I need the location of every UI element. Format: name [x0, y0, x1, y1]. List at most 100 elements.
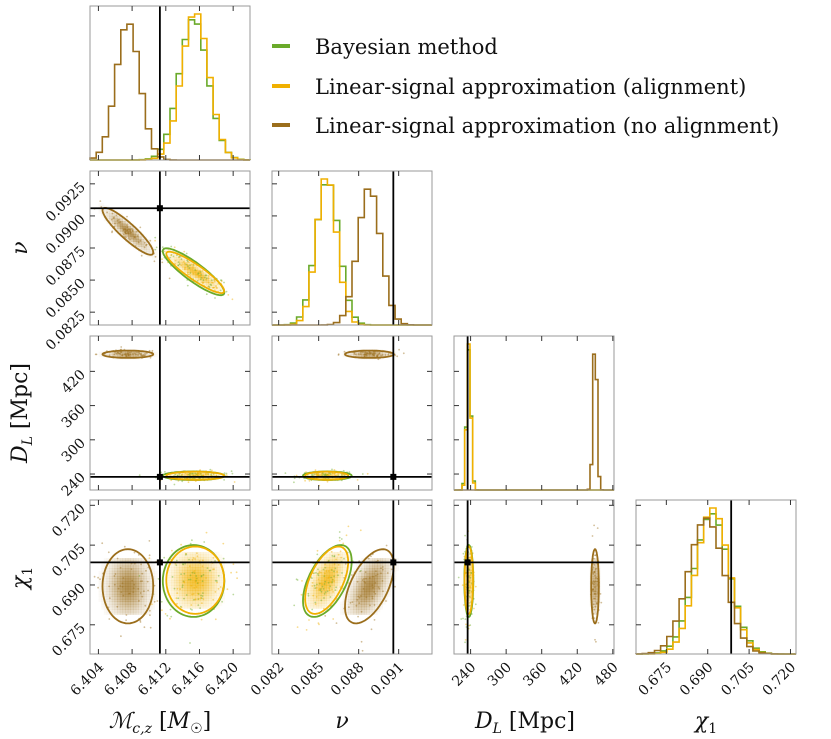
- density-cell-mc-chi: [143, 563, 147, 567]
- density-cell-mc-nu: [197, 277, 201, 281]
- density-cell-mc-dl: [130, 351, 134, 355]
- truth-marker-mc-nu: [156, 205, 163, 212]
- density-cell-mc-chi: [179, 572, 183, 576]
- density-cell-nu-chi: [316, 575, 319, 578]
- scatter-point-dl-chi: [470, 572, 473, 575]
- density-cell-mc-chi: [211, 577, 215, 581]
- scatter-point-nu-chi: [347, 582, 350, 584]
- density-cell-mc-chi: [127, 591, 131, 595]
- density-cell-mc-nu: [176, 262, 180, 265]
- scatter-point-mc-chi: [133, 583, 136, 586]
- scatter-point-mc-dl: [116, 351, 119, 354]
- scatter-point-nu-chi: [316, 549, 319, 552]
- scatter-point-dl-chi: [464, 641, 466, 644]
- scatter-point-dl-chi: [468, 580, 470, 582]
- density-cell-nu-chi: [337, 572, 341, 576]
- legend-label-bayesian: Bayesian method: [315, 35, 498, 59]
- scatter-point-mc-chi: [108, 597, 111, 600]
- density-cell-mc-chi: [151, 573, 155, 577]
- density-cell-mc-chi: [130, 568, 134, 572]
- density-cell-mc-chi: [184, 562, 188, 566]
- density-cell-nu-chi: [356, 601, 359, 605]
- density-cell-mc-chi: [171, 603, 175, 607]
- density-cell-nu-chi: [358, 588, 362, 592]
- density-cell-mc-chi: [141, 586, 145, 590]
- scatter-point-mc-nu: [154, 255, 157, 258]
- density-cell-mc-chi: [143, 586, 147, 590]
- scatter-point-mc-dl: [189, 472, 192, 475]
- scatter-point-nu-chi: [331, 581, 333, 584]
- density-cell-mc-nu: [203, 269, 207, 273]
- density-cell-nu-dl: [358, 351, 362, 355]
- density-cell-mc-nu: [106, 208, 110, 212]
- density-cell-nu-chi: [321, 567, 325, 571]
- scatter-point-mc-nu: [126, 224, 128, 227]
- density-cell-nu-chi: [374, 578, 378, 582]
- scatter-point-dl-chi: [469, 624, 472, 626]
- density-cell-nu-dl: [388, 351, 391, 355]
- density-cell-nu-chi: [358, 593, 362, 597]
- density-cell-nu-dl: [361, 351, 365, 355]
- scatter-point-mc-dl: [140, 352, 143, 355]
- density-cell-mc-chi: [135, 586, 139, 590]
- scatter-point-nu-chi: [328, 589, 331, 592]
- density-cell-nu-chi: [318, 562, 322, 566]
- density-cell-mc-chi: [114, 609, 118, 613]
- scatter-point-mc-chi: [219, 586, 222, 588]
- density-cell-mc-nu: [111, 210, 115, 214]
- density-cell-mc-chi: [135, 558, 139, 561]
- density-cell-nu-chi: [340, 559, 343, 563]
- scatter-point-dl-chi: [464, 618, 467, 621]
- scatter-point-nu-chi: [374, 592, 377, 595]
- density-cell-mc-chi: [106, 558, 110, 561]
- scatter-point-nu-chi: [318, 570, 321, 573]
- density-cell-nu-chi: [372, 578, 375, 582]
- scatter-point-nu-dl: [317, 474, 320, 477]
- density-cell-mc-chi: [106, 611, 110, 615]
- density-cell-mc-chi: [181, 582, 185, 586]
- density-cell-mc-chi: [138, 568, 142, 572]
- density-cell-mc-chi: [151, 599, 155, 602]
- density-cell-nu-chi: [318, 595, 322, 599]
- density-cell-mc-nu: [208, 280, 212, 283]
- density-cell-nu-chi: [345, 601, 349, 605]
- scatter-point-nu-dl: [357, 353, 360, 355]
- density-cell-mc-chi: [197, 603, 201, 607]
- density-cell-mc-chi: [181, 562, 185, 566]
- density-cell-mc-chi: [125, 596, 129, 600]
- density-cell-nu-chi: [316, 577, 319, 581]
- density-cell-nu-chi: [345, 557, 349, 560]
- scatter-point-mc-nu: [208, 275, 210, 277]
- density-cell-nu-chi: [366, 563, 370, 567]
- density-cell-mc-chi: [211, 595, 215, 599]
- density-cell-nu-chi: [310, 590, 314, 594]
- scatter-point-nu-chi: [307, 592, 310, 595]
- scatter-point-mc-nu: [185, 252, 188, 255]
- scatter-point-nu-chi: [313, 584, 316, 587]
- density-cell-mc-chi: [146, 593, 150, 597]
- scatter-point-nu-chi: [321, 583, 324, 586]
- density-cell-mc-chi: [181, 572, 185, 576]
- density-cell-mc-nu: [138, 233, 142, 237]
- scatter-point-mc-nu: [200, 272, 203, 275]
- scatter-point-mc-nu: [209, 283, 212, 286]
- density-cell-mc-chi: [205, 572, 209, 576]
- density-cell-nu-chi: [369, 599, 373, 602]
- density-cell-mc-nu: [99, 203, 102, 206]
- density-cell-mc-chi: [141, 570, 145, 574]
- scatter-point-mc-nu: [126, 229, 129, 231]
- scatter-point-nu-dl: [324, 473, 327, 476]
- density-cell-nu-chi: [350, 586, 354, 590]
- density-cell-mc-chi: [171, 562, 175, 566]
- panel-frame-nu-dl: [271, 335, 433, 491]
- density-cell-nu-chi: [350, 609, 354, 613]
- density-cell-mc-dl: [138, 354, 142, 358]
- density-cell-mc-chi: [181, 600, 185, 604]
- density-cell-nu-chi: [318, 585, 322, 589]
- density-cell-mc-chi: [138, 588, 142, 592]
- density-cell-mc-chi: [195, 551, 199, 555]
- density-cell-mc-nu: [122, 218, 126, 222]
- density-cell-mc-nu: [138, 241, 142, 245]
- scatter-point-dl-chi: [457, 576, 460, 579]
- density-cell-mc-chi: [211, 562, 215, 566]
